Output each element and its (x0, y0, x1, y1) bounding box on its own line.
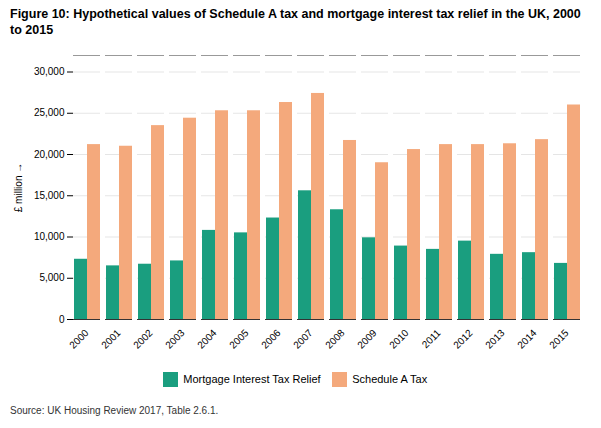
svg-text:2015: 2015 (547, 326, 571, 350)
svg-text:2002: 2002 (131, 326, 155, 350)
html-text:Source: UK Housing Review 2017: Source: UK Housing Review 2017, Table 2.… (10, 405, 219, 416)
svg-text:5,000: 5,000 (39, 272, 64, 283)
svg-text:£ million →: £ million → (13, 162, 24, 211)
svg-text:2003: 2003 (163, 326, 187, 350)
svg-text:2004: 2004 (195, 326, 219, 350)
svg-text:2008: 2008 (323, 326, 347, 350)
svg-text:2005: 2005 (227, 326, 251, 350)
html-text:Schedule A Tax: Schedule A Tax (352, 373, 428, 385)
svg-text:2001: 2001 (99, 326, 123, 350)
svg-text:2006: 2006 (259, 326, 283, 350)
svg-text:2000: 2000 (67, 326, 91, 350)
svg-text:10,000: 10,000 (34, 231, 65, 242)
svg-text:2010: 2010 (387, 326, 411, 350)
svg-text:2011: 2011 (420, 326, 443, 349)
svg-text:0: 0 (59, 313, 65, 324)
svg-text:2012: 2012 (451, 326, 475, 350)
svg-text:2007: 2007 (291, 326, 315, 350)
svg-text:2009: 2009 (355, 326, 379, 350)
svg-text:25,000: 25,000 (34, 107, 65, 118)
svg-text:30,000: 30,000 (34, 66, 65, 77)
svg-text:20,000: 20,000 (34, 148, 65, 159)
html-text:Figure 10: Hypothetical values: Figure 10: Hypothetical values of Schedu… (10, 7, 581, 38)
svg-text:2013: 2013 (483, 326, 507, 350)
svg-text:2014: 2014 (515, 326, 539, 350)
svg-text:15,000: 15,000 (34, 189, 65, 200)
html-text:Mortgage Interest Tax Relief: Mortgage Interest Tax Relief (183, 373, 321, 385)
